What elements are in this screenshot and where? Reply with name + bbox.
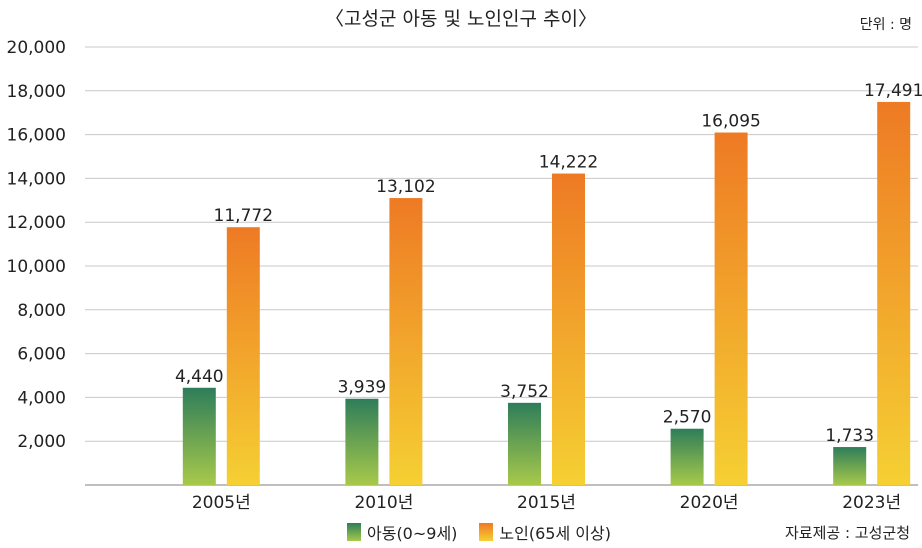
legend-swatch-elder bbox=[479, 523, 494, 541]
data-label-elder: 17,491 bbox=[864, 81, 922, 101]
legend-item-elder: 노인(65세 이상) bbox=[479, 520, 611, 544]
legend-item-child: 아동(0~9세) bbox=[347, 520, 457, 544]
data-label-child: 1,733 bbox=[825, 426, 874, 446]
y-tick-label: 10,000 bbox=[7, 257, 66, 277]
source-label: 자료제공 : 고성군청 bbox=[785, 524, 910, 542]
legend-swatch-child bbox=[347, 523, 361, 541]
data-label-elder: 16,095 bbox=[701, 112, 760, 132]
y-tick-label: 16,000 bbox=[7, 126, 66, 146]
legend: 아동(0~9세) 노인(65세 이상) bbox=[347, 520, 625, 544]
y-tick-label: 12,000 bbox=[7, 213, 66, 233]
y-tick-label: 20,000 bbox=[7, 38, 66, 58]
bar-child bbox=[670, 428, 704, 485]
data-label-elder: 11,772 bbox=[214, 206, 273, 226]
bar-child bbox=[833, 447, 867, 485]
y-tick-label: 6,000 bbox=[17, 345, 66, 365]
x-tick-label: 2023년 bbox=[842, 493, 901, 513]
x-tick-label: 2005년 bbox=[192, 493, 251, 513]
y-tick-label: 14,000 bbox=[7, 169, 66, 189]
x-tick-label: 2015년 bbox=[517, 493, 576, 513]
bar-elder bbox=[389, 198, 423, 485]
data-label-elder: 13,102 bbox=[376, 177, 435, 197]
bar-elder bbox=[877, 101, 911, 486]
data-label-child: 3,752 bbox=[500, 382, 549, 402]
y-tick-label: 8,000 bbox=[17, 301, 66, 321]
chart-title: 〈고성군 아동 및 노인인구 추이〉 bbox=[325, 8, 597, 30]
bar-elder bbox=[226, 227, 260, 485]
data-label-child: 4,440 bbox=[175, 367, 224, 387]
unit-label: 단위 : 명 bbox=[859, 17, 912, 33]
y-tick-label: 2,000 bbox=[17, 432, 66, 452]
data-label-child: 3,939 bbox=[338, 378, 387, 398]
x-tick-label: 2010년 bbox=[354, 493, 413, 513]
y-tick-label: 4,000 bbox=[17, 388, 66, 408]
bar-child bbox=[182, 387, 216, 485]
data-label-child: 2,570 bbox=[663, 408, 712, 428]
y-tick-label: 18,000 bbox=[7, 82, 66, 102]
legend-label-child: 아동(0~9세) bbox=[367, 524, 458, 543]
legend-label-elder: 노인(65세 이상) bbox=[499, 524, 611, 543]
bar-child bbox=[508, 402, 541, 485]
bar-child bbox=[345, 398, 379, 485]
data-label-elder: 14,222 bbox=[539, 153, 598, 173]
x-tick-label: 2020년 bbox=[680, 493, 739, 513]
bar-elder bbox=[714, 132, 748, 485]
bar-elder bbox=[552, 173, 585, 485]
